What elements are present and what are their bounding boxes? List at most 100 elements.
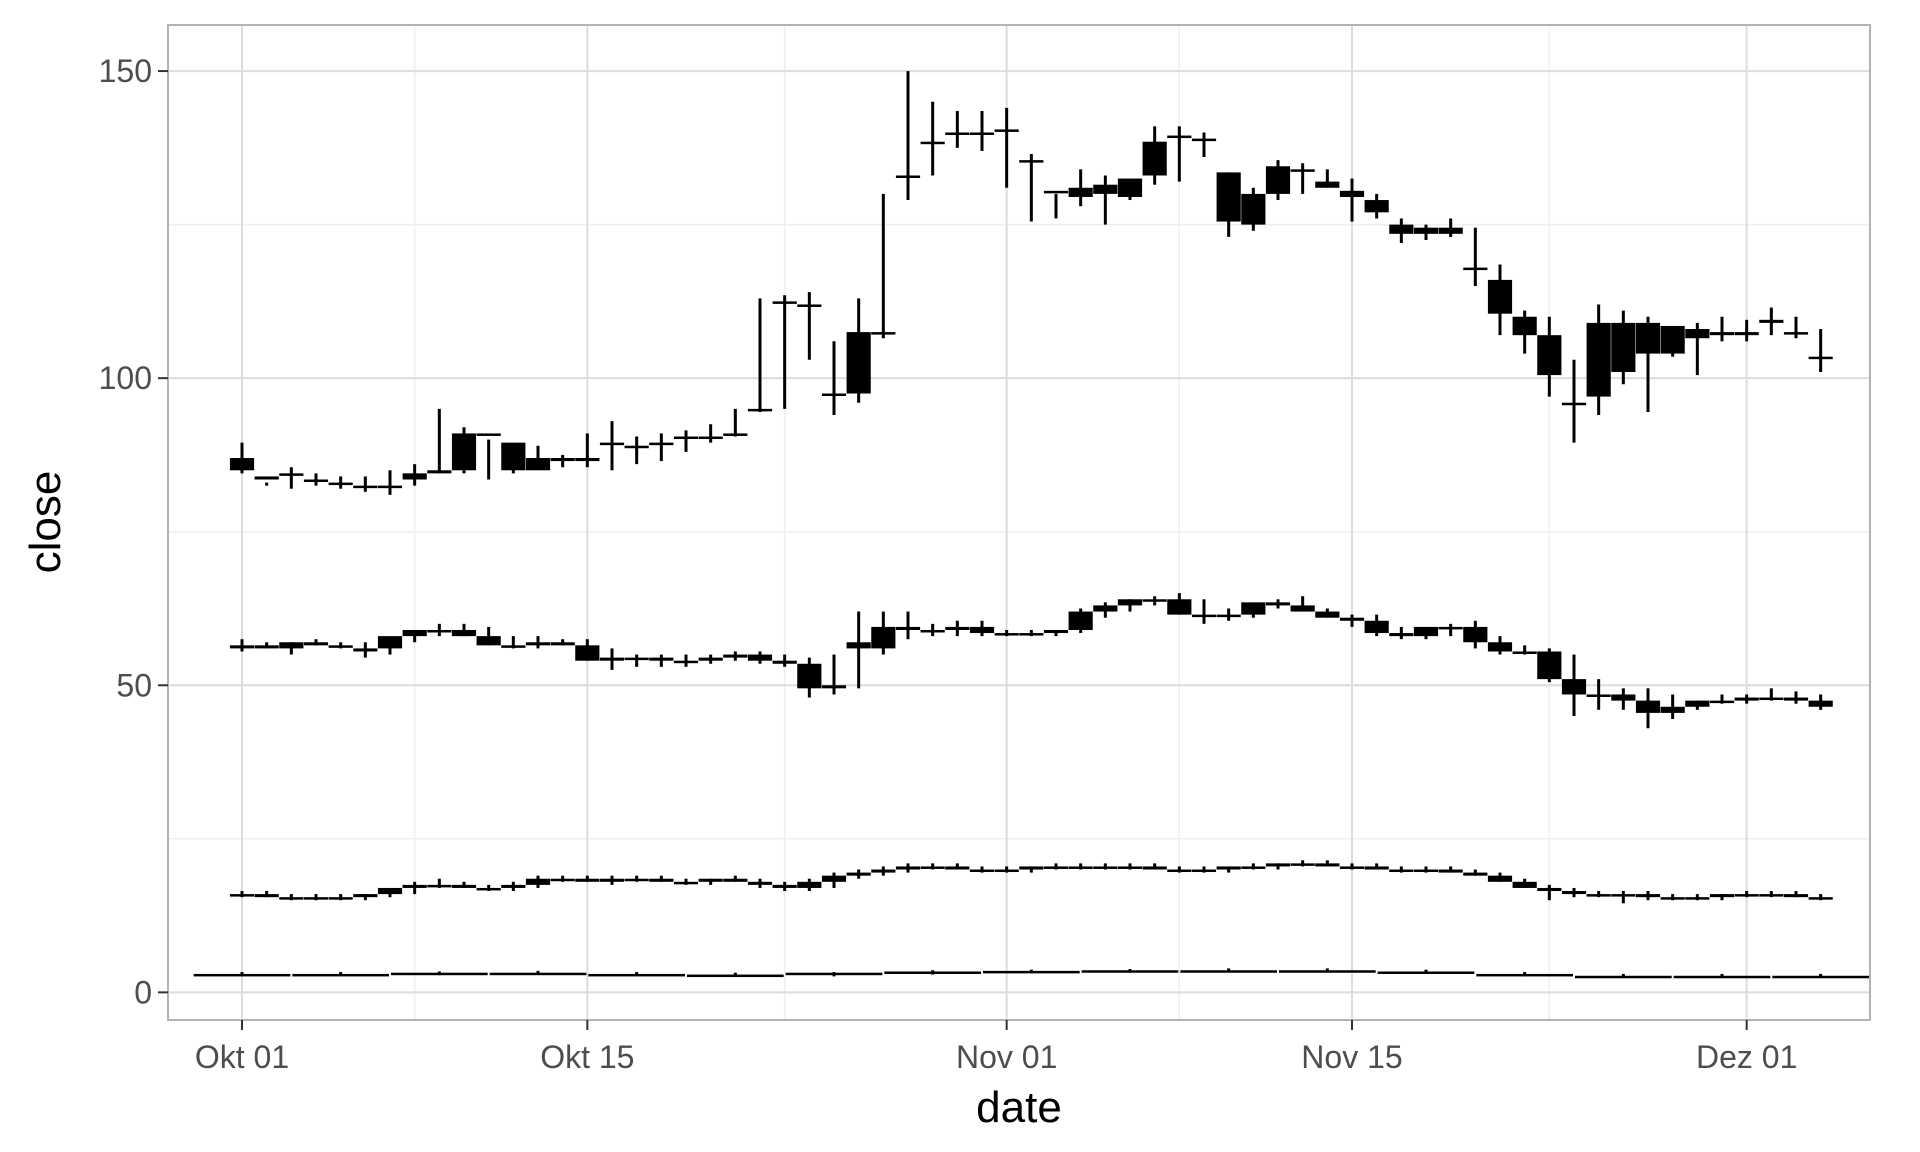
- candle-body: [353, 485, 378, 489]
- candle-body: [303, 897, 329, 900]
- candle-body: [1043, 629, 1069, 634]
- candle-body: [994, 129, 1019, 132]
- candle-body: [895, 175, 921, 178]
- candle-body: [1290, 605, 1315, 612]
- candle-body: [1611, 322, 1636, 373]
- candle-body: [698, 878, 723, 882]
- candle-body: [871, 626, 896, 649]
- candle-body: [1290, 169, 1315, 172]
- candle-body: [1808, 897, 1833, 900]
- candle-body: [1685, 700, 1710, 707]
- candle-body: [1265, 166, 1291, 194]
- candle-series: [229, 593, 1833, 729]
- candle-body: [649, 657, 674, 661]
- candle-body: [1783, 894, 1809, 898]
- candle-body: [1043, 866, 1069, 869]
- candle-body: [1463, 267, 1488, 271]
- candle-body: [1377, 971, 1475, 974]
- candle-body: [1191, 614, 1217, 618]
- candle-body: [550, 458, 575, 462]
- candle-body: [525, 458, 551, 471]
- candle-body: [476, 887, 501, 891]
- candle-body: [1019, 633, 1044, 636]
- candle-body: [994, 869, 1019, 873]
- candle-body: [328, 645, 353, 648]
- candle-body: [1734, 332, 1759, 336]
- candle-body: [1512, 316, 1537, 336]
- candle-body: [871, 332, 896, 335]
- candle-body: [1241, 866, 1266, 869]
- candle-body: [1068, 611, 1093, 630]
- candle-body: [390, 972, 488, 976]
- candle-body: [1537, 651, 1562, 680]
- candle-body: [1364, 866, 1389, 870]
- y-tick-label: 50: [116, 667, 152, 703]
- candle-body: [1660, 706, 1685, 713]
- candle-body: [723, 433, 748, 436]
- candle-body: [846, 332, 871, 394]
- candle-body: [1019, 160, 1044, 163]
- candle-body: [1315, 181, 1340, 188]
- candle-body: [1734, 894, 1759, 897]
- candle-body: [1759, 894, 1784, 897]
- candle-body: [476, 636, 501, 646]
- candle-body: [698, 657, 723, 661]
- panel-background: [168, 25, 1870, 1020]
- candle-body: [772, 301, 797, 304]
- candle-body: [1093, 184, 1118, 194]
- candle-body: [1216, 172, 1241, 222]
- candle-body: [1265, 863, 1291, 867]
- candle-body: [1487, 279, 1513, 314]
- candle-body: [673, 660, 699, 664]
- candle-body: [1364, 200, 1389, 213]
- candle-body: [489, 972, 587, 976]
- candle-body: [772, 660, 797, 664]
- candle-body: [501, 442, 526, 471]
- candle-body: [649, 878, 674, 882]
- candle-body: [821, 685, 847, 689]
- candle-body: [1561, 679, 1587, 695]
- candle-body: [1537, 335, 1562, 376]
- candle-body: [229, 645, 255, 649]
- candle-body: [1512, 881, 1537, 888]
- candle-body: [772, 884, 797, 888]
- candle-body: [1808, 356, 1833, 360]
- candle-body: [1117, 866, 1143, 869]
- candle-body: [476, 433, 501, 436]
- candle-body: [1685, 897, 1710, 900]
- candle-body: [1660, 897, 1685, 900]
- candle-body: [1709, 700, 1735, 704]
- candle-body: [1339, 190, 1365, 197]
- candle-body: [1216, 866, 1241, 870]
- candle-body: [1660, 325, 1685, 354]
- grid-lines: [168, 25, 1870, 1020]
- candle-body: [1117, 178, 1143, 197]
- candle-body: [945, 626, 970, 630]
- candle-body: [1413, 869, 1439, 873]
- candle-body: [1389, 224, 1414, 234]
- candle-body: [1574, 975, 1672, 979]
- candle-body: [303, 479, 329, 483]
- candle-body: [303, 642, 329, 646]
- candle-body: [920, 629, 945, 633]
- candle-body: [229, 458, 255, 471]
- candles: [193, 71, 1870, 979]
- candle-body: [1068, 187, 1093, 197]
- candle-body: [588, 973, 686, 977]
- x-tick-label: Nov 01: [956, 1039, 1057, 1075]
- candle-body: [1364, 620, 1389, 634]
- candle-body: [1759, 697, 1784, 701]
- candle-body: [1561, 402, 1587, 406]
- candle-body: [1142, 141, 1167, 176]
- candle-body: [994, 633, 1019, 636]
- candle-body: [575, 878, 600, 882]
- y-axis-title: close: [21, 471, 70, 574]
- x-tick-label: Okt 15: [540, 1039, 634, 1075]
- candle-body: [427, 629, 452, 633]
- candle-body: [969, 869, 995, 873]
- candle-body: [723, 878, 748, 882]
- candle-body: [1611, 694, 1636, 701]
- candle-body: [353, 648, 378, 652]
